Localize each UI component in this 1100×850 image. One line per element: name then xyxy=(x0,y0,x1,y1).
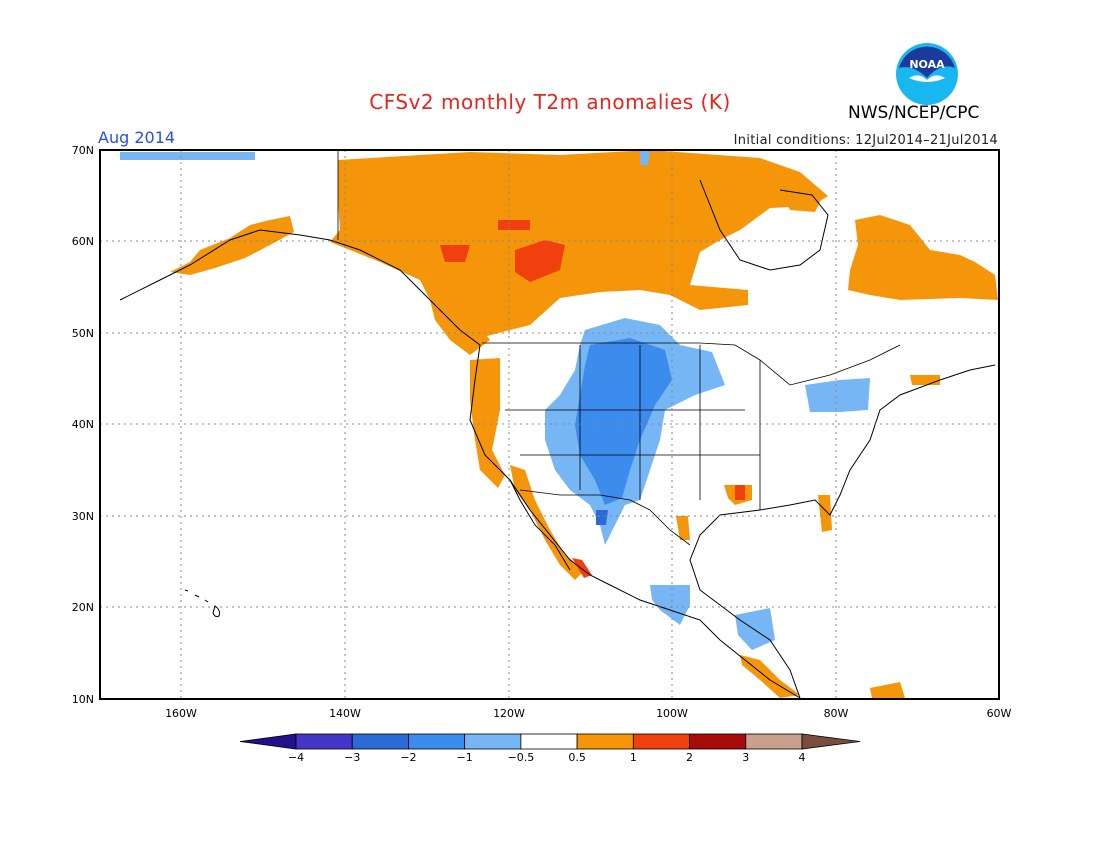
colorbar-box xyxy=(351,733,409,750)
colorbar-label: 0.5 xyxy=(568,751,586,764)
lon-label: 120W xyxy=(493,707,525,720)
anomaly-westcoast-warm xyxy=(470,358,505,488)
lon-label: 80W xyxy=(824,707,849,720)
colorbar-box xyxy=(464,733,522,750)
map-title: CFSv2 monthly T2m anomalies (K) xyxy=(369,90,731,114)
noaa-logo: NOAA xyxy=(896,43,958,105)
lon-label: 60W xyxy=(987,707,1012,720)
anomaly-arctic-cool xyxy=(640,150,650,165)
colorbar-label: 2 xyxy=(686,751,693,764)
anomaly-centralam-cool xyxy=(735,608,775,650)
colorbar-label: 4 xyxy=(799,751,806,764)
logo-text: NOAA xyxy=(909,58,945,71)
anomaly-texas-warm xyxy=(676,516,690,540)
colorbar-label: −0.5 xyxy=(508,751,535,764)
lon-label: 140W xyxy=(329,707,361,720)
colorbar-box xyxy=(632,733,690,750)
agency-label: NWS/NCEP/CPC xyxy=(848,103,980,123)
anomaly-centralam-warm xyxy=(740,655,800,698)
coastline-hudson-bay xyxy=(699,179,829,271)
anomaly-canada-hot xyxy=(515,240,565,282)
colorbar-arrow-low xyxy=(239,733,297,750)
anomaly-west-cooler xyxy=(575,338,672,505)
anomaly-greatlakes-cool xyxy=(805,378,870,412)
border-us-canada xyxy=(482,342,901,386)
lat-label: 50N xyxy=(72,327,94,340)
map-frame xyxy=(99,149,1000,700)
borders xyxy=(337,150,901,546)
anomaly-mexico-coolest xyxy=(596,510,608,525)
anomaly-canada-hot-3 xyxy=(498,220,530,230)
lon-label: 100W xyxy=(656,707,688,720)
colorbar-label: −1 xyxy=(457,751,473,764)
anomaly-ne-warm xyxy=(910,375,940,385)
coastline-north-america xyxy=(119,229,801,699)
colorbar-box xyxy=(520,733,578,750)
anomaly-canada-hot-2 xyxy=(440,245,470,262)
colorbar-box xyxy=(745,733,803,750)
anomaly-florida-warm xyxy=(818,495,832,532)
colorbar-label: −3 xyxy=(344,751,360,764)
colorbar-label: −4 xyxy=(288,751,304,764)
lat-label: 60N xyxy=(72,235,94,248)
colorbar-box xyxy=(576,733,634,750)
latitude-labels: 70N 60N 50N 40N 30N 20N 10N xyxy=(72,144,94,706)
border-us-mexico xyxy=(519,489,691,546)
anomaly-quebec-warm xyxy=(848,215,998,300)
initial-conditions: Initial conditions: 12Jul2014–21Jul2014 xyxy=(733,133,998,148)
state-borders xyxy=(505,345,761,510)
anomaly-carib-warm xyxy=(870,682,905,698)
colorbar-label: 3 xyxy=(742,751,749,764)
anomaly-field xyxy=(120,150,998,698)
colorbar-label: 1 xyxy=(630,751,637,764)
graticule xyxy=(100,150,999,699)
anomaly-bajacoast-warm xyxy=(510,465,585,580)
anomaly-gulf-hot xyxy=(735,485,745,500)
lat-label: 40N xyxy=(72,418,94,431)
hawaii-islands xyxy=(184,589,220,618)
lat-label: 30N xyxy=(72,510,94,523)
colorbar-box xyxy=(408,733,466,750)
colorbar: −4 −3 −2 −1 −0.5 0.5 1 2 3 4 xyxy=(239,733,861,764)
lat-label: 10N xyxy=(72,693,94,706)
lat-label: 20N xyxy=(72,601,94,614)
anomaly-nunavut-cool xyxy=(120,152,255,160)
lat-label: 70N xyxy=(72,144,94,157)
lon-label: 160W xyxy=(165,707,197,720)
colorbar-box xyxy=(689,733,747,750)
forecast-month: Aug 2014 xyxy=(98,128,176,147)
anomaly-mexico-cool xyxy=(650,585,690,625)
coastline-gulf xyxy=(689,364,996,699)
anomaly-canada-warm xyxy=(330,150,828,345)
colorbar-box xyxy=(295,733,353,750)
anomaly-labrador-warm xyxy=(780,190,822,212)
coastlines xyxy=(119,179,996,699)
colorbar-label: −2 xyxy=(400,751,416,764)
coastline-baja xyxy=(509,479,571,571)
colorbar-arrow-high xyxy=(801,733,861,750)
longitude-labels: 160W 140W 120W 100W 80W 60W xyxy=(165,707,1011,720)
